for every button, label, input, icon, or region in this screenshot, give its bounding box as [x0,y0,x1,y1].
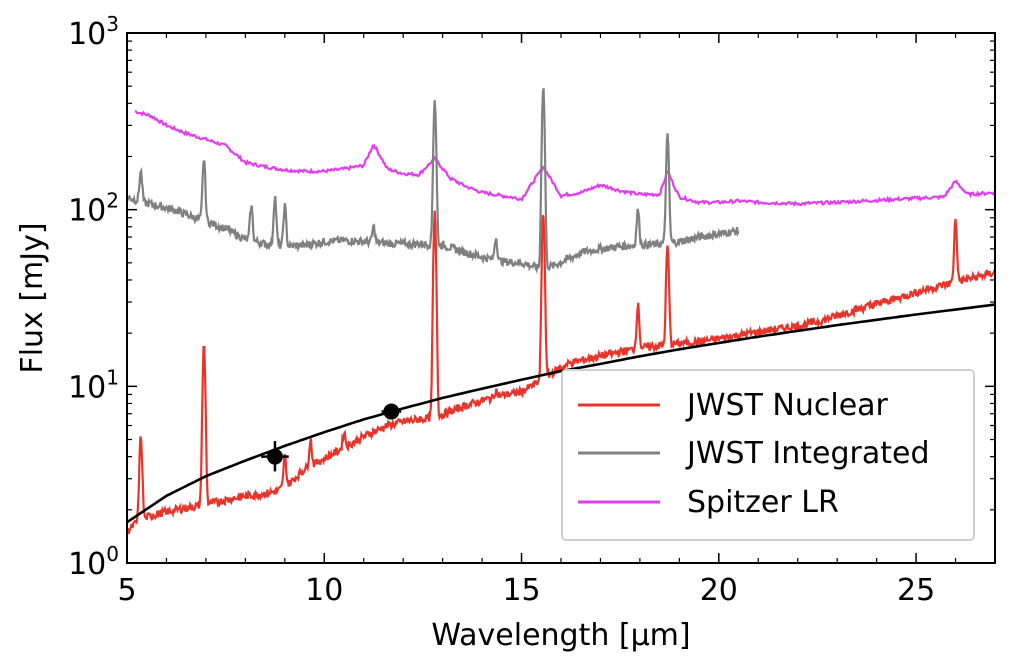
series-line-jwst-nuclear [125,210,996,535]
x-tick-label: 5 [117,573,136,608]
legend-box [561,369,975,541]
y-tick-label: 102 [68,189,119,229]
x-axis-label: Wavelength [μm] [431,618,690,653]
axis-ticks [126,32,996,564]
legend-label-jwst-nuclear: JWST Nuclear [685,388,889,423]
series-line-spitzer-lr [134,110,996,207]
legend-label-jwst-integrated: JWST Integrated [685,436,930,471]
y-tick-label: 101 [68,365,119,405]
y-tick-label: 100 [68,542,119,582]
legend-label-spitzer-lr: Spitzer LR [687,485,839,520]
x-tick-label: 25 [897,573,935,608]
axis-tick-labels: 5 10 15 20 25 100 101 102 103 [68,12,935,608]
series-line-jwst-integrated [125,88,740,275]
plot-area [125,88,996,535]
photometry-marker [266,448,283,465]
y-axis-label: Flux [mJy] [15,222,50,373]
photometry-point-2 [381,403,402,420]
photometry-point-1 [261,441,289,472]
x-tick-label: 10 [305,573,343,608]
y-tick-label: 103 [68,12,119,52]
x-tick-label: 20 [700,573,738,608]
x-tick-label: 15 [502,573,540,608]
legend: JWST Nuclear JWST Integrated Spitzer LR [561,369,975,541]
photometry-marker [383,403,400,420]
